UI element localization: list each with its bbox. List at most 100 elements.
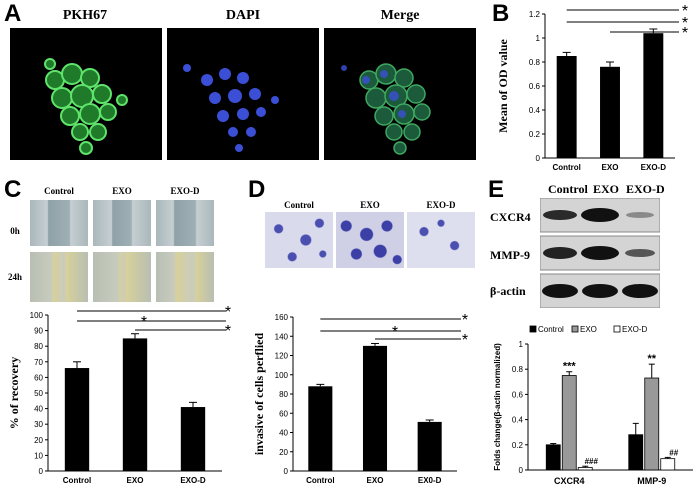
undefined-y-tick-label: 60 [34,373,43,382]
dapi-title: DAPI [225,8,261,23]
chart-e-bar [644,377,660,471]
chart-e-bar [561,375,577,471]
undefined-x-tick-label: Control [63,476,91,485]
invasion-label-exo-d: EXO-D [426,200,456,210]
undefined-x-tick-label: EXO [127,476,144,485]
undefined-y-tick-label: 0.4 [529,106,541,115]
undefined-sig-star: * [225,305,231,321]
undefined-x-tick-label: EXO [602,163,619,172]
time-label-0h: 0h [10,226,20,236]
chart-e-sig-mark: ### [585,457,599,466]
chart-e-x-tick-label: CXCR4 [554,476,585,486]
undefined-y-tick-label: 0.2 [529,130,541,139]
blot-label-beta-actin: β-actin [490,284,526,298]
undefined-y-tick-label: 80 [279,390,288,399]
chart-d: 0 20 40 60 80 100 120 140 160 Control EXO EX0-D inva… [252,312,468,485]
undefined-bar [64,368,90,471]
undefined-sig-star: * [392,324,398,341]
chart-c: 0 10 20 30 40 50 60 70 80 90 100 Control EXO EXO-D % o… [7,305,231,485]
panel-b-letter: B [492,0,510,27]
undefined-bar [308,386,333,471]
merge-title: Merge [380,8,420,23]
undefined-y-label: Mean of OD value [496,38,510,132]
chart-e-y-tick-label: 0.2 [512,441,524,450]
undefined-y-tick-label: 20 [279,448,288,457]
undefined-bar [122,338,148,471]
chart-e-bar [660,458,676,471]
undefined-y-tick-label: 1.2 [529,10,541,19]
undefined-y-tick-label: 100 [30,311,44,320]
undefined-y-tick-label: 0 [536,154,541,163]
invasion-label-exo: EXO [360,200,380,210]
undefined-y-tick-label: 140 [275,332,289,341]
chart-e-sig-mark: *** [563,361,577,373]
blot-group-exo: EXO [593,182,620,196]
chart-e-sig-mark: ** [647,353,656,365]
undefined-x-tick-label: EXO-D [180,476,206,485]
undefined-y-tick-label: 20 [34,436,43,445]
undefined-sig-star: * [462,332,468,349]
wound-24h-exo-d [156,252,214,302]
pkh67-cells [44,58,128,155]
chart-e-bar [577,467,593,471]
undefined-y-tick-label: 10 [34,451,43,460]
merge-image [324,28,476,160]
undefined-y-label: invasive of cells perflied [252,333,266,456]
undefined-bar [180,407,206,471]
undefined-x-tick-label: EXO [367,476,384,485]
wound-label-control: Control [44,186,74,196]
undefined-x-tick-label: EX0-D [418,476,442,485]
wound-label-exo-d: EXO-D [170,186,200,196]
undefined-y-tick-label: 60 [279,409,288,418]
undefined-bar [362,345,388,471]
undefined-y-tick-label: 0.8 [529,58,541,67]
invasion-image-exo [336,212,404,268]
undefined-x-tick-label: Control [306,476,334,485]
dapi-nuclei [183,64,279,152]
undefined-y-tick-label: 0 [39,467,44,476]
chart-e-y-tick-label: 0.6 [512,390,524,399]
undefined-y-tick-label: 1 [536,34,541,43]
undefined-sig-star: * [682,3,688,20]
undefined-sig-star: * [682,25,688,42]
undefined-y-tick-label: 90 [34,327,43,336]
wound-0h-control [30,200,88,246]
undefined-y-tick-label: 120 [275,352,289,361]
undefined-y-tick-label: 80 [34,342,43,351]
chart-e-x-tick-label: MMP-9 [637,476,666,486]
undefined-sig-star: * [141,314,147,331]
undefined-bar [556,56,577,158]
chart-e-legend-swatch [571,325,579,333]
undefined-y-tick-label: 100 [275,371,289,380]
panel-a-letter: A [4,0,22,27]
blot-group-control: Control [548,182,588,196]
chart-e: 0 0.2 0.4 0.6 0.8 1 Control EXO EXO-D *** ### CXCR4… [493,325,693,486]
undefined-sig-star: * [682,15,688,32]
pkh67-title: PKH67 [62,8,108,23]
wound-0h-exo [93,200,151,246]
undefined-y-tick-label: 50 [34,389,43,398]
merge-cells [341,63,431,155]
dapi-image [167,28,319,160]
undefined-sig-star: * [225,323,231,340]
chart-e-bar [628,434,644,471]
chart-e-y-tick-label: 1 [519,340,524,349]
chart-b: 0 0.2 0.4 0.6 0.8 1 1.2 Control EXO EXO-D Mean of … [496,3,688,172]
panel-c-letter: C [4,176,22,203]
undefined-y-tick-label: 0 [284,467,289,476]
panel-d-letter: D [248,176,266,203]
undefined-y-tick-label: 160 [275,313,289,322]
wound-0h-exo-d [156,200,214,246]
chart-e-legend-label: EXO-D [622,325,648,334]
time-label-24h: 24h [7,272,22,282]
invasion-image-exo-d [407,212,475,268]
chart-e-legend-label: Control [538,325,564,334]
chart-e-legend-swatch [529,325,537,333]
panel-e-letter: E [488,176,505,203]
blot-label-cxcr4: CXCR4 [490,210,531,224]
undefined-x-tick-label: Control [552,163,580,172]
undefined-y-label: % of recovery [7,357,21,429]
chart-e-y-tick-label: 0 [519,466,524,475]
invasion-label-control: Control [284,200,314,210]
undefined-y-tick-label: 0.6 [529,82,541,91]
